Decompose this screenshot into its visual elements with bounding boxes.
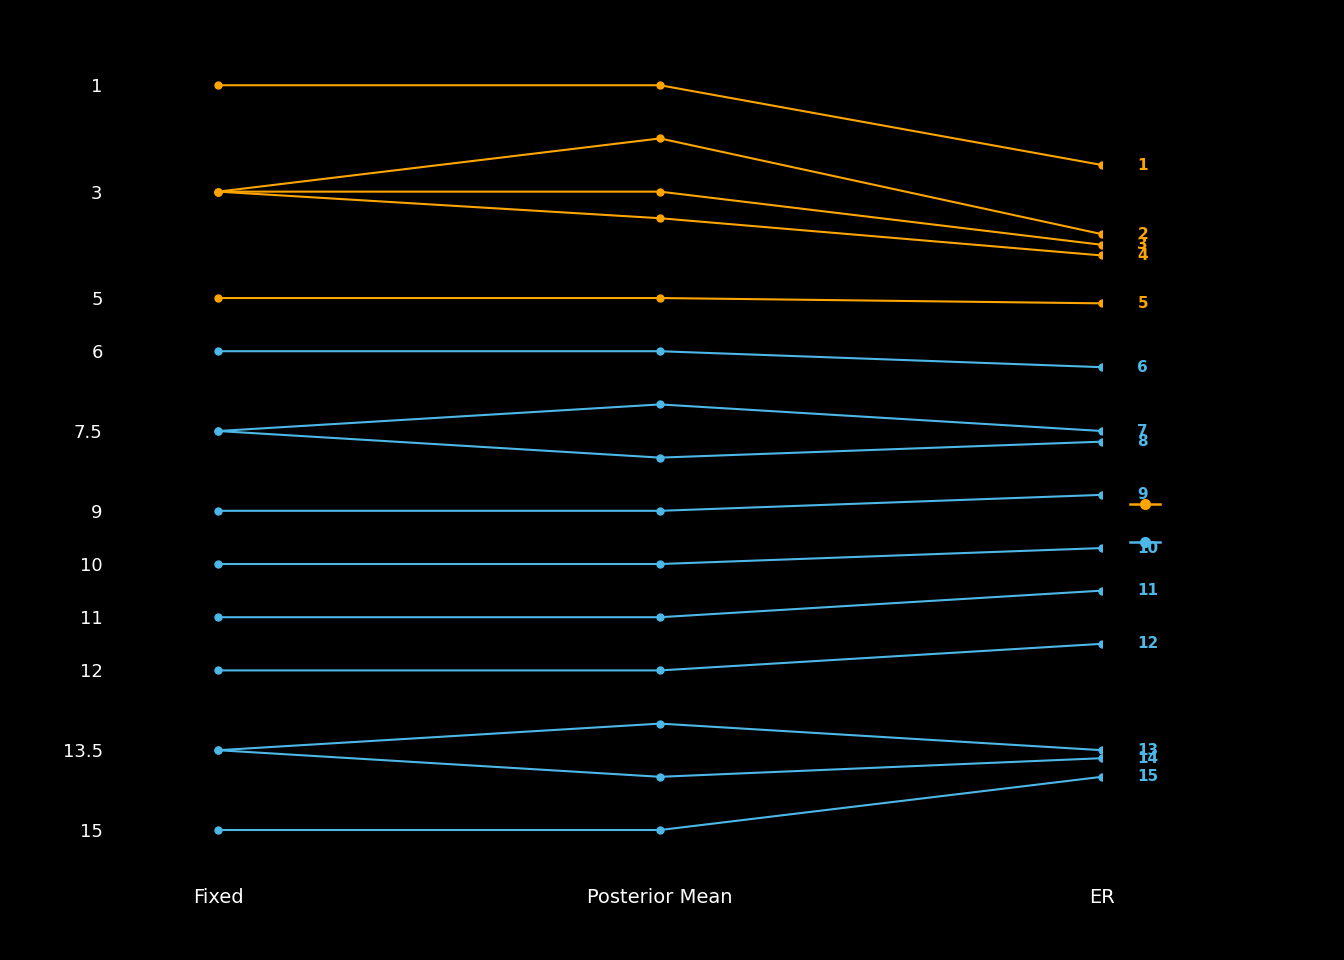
- Text: 11: 11: [1137, 583, 1159, 598]
- Text: 3: 3: [1137, 237, 1148, 252]
- Text: 1: 1: [1137, 157, 1148, 173]
- Text: 12: 12: [1137, 636, 1159, 651]
- Text: 5: 5: [1137, 296, 1148, 311]
- Text: 9: 9: [1137, 488, 1148, 502]
- Text: 15: 15: [1137, 769, 1159, 784]
- Text: 13: 13: [1137, 743, 1159, 757]
- Text: 7: 7: [1137, 423, 1148, 439]
- Text: 10: 10: [1137, 540, 1159, 556]
- Text: 6: 6: [1137, 360, 1148, 374]
- Text: 14: 14: [1137, 751, 1159, 766]
- Text: 8: 8: [1137, 434, 1148, 449]
- Text: 2: 2: [1137, 227, 1148, 242]
- Text: 4: 4: [1137, 248, 1148, 263]
- Legend: , : ,: [1130, 496, 1165, 552]
